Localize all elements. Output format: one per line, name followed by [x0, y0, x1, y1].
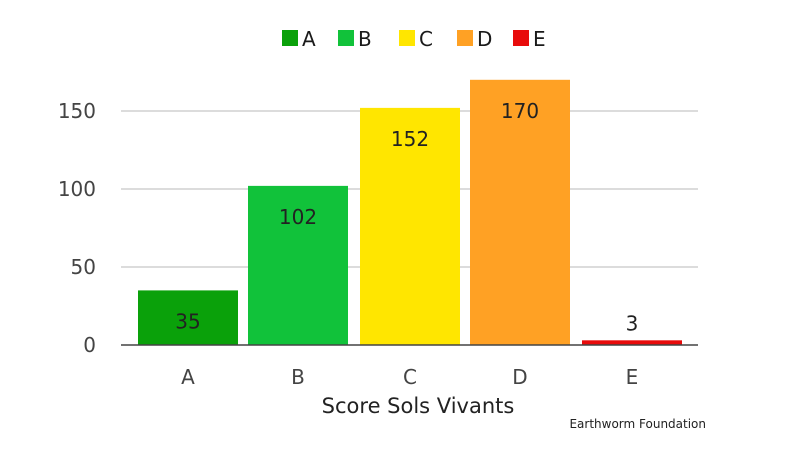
source-label: Earthworm Foundation [569, 417, 706, 431]
legend-swatch-c [399, 30, 415, 46]
legend-label-c: C [419, 27, 433, 51]
legend-label-d: D [477, 27, 492, 51]
bar-a [138, 290, 238, 345]
bar-b [248, 185, 348, 345]
legend-swatch-e [513, 30, 529, 46]
x-tick-label: D [512, 365, 527, 389]
value-label-a: 35 [175, 309, 200, 333]
value-labels: 35 102 152 170 3 [175, 99, 638, 336]
value-label-e: 3 [626, 311, 639, 335]
legend-label-b: B [358, 27, 372, 51]
value-label-d: 170 [501, 99, 539, 123]
value-label-b: 102 [279, 205, 317, 229]
bar-d [470, 79, 570, 346]
bar-e [582, 340, 682, 345]
x-axis-ticks: A B C D E [181, 365, 638, 389]
y-axis-ticks: 0 50 100 150 [58, 99, 96, 357]
value-label-c: 152 [391, 127, 429, 151]
x-tick-label: B [291, 365, 305, 389]
legend-label-a: A [302, 27, 316, 51]
bars [138, 79, 682, 346]
y-tick-label: 100 [58, 177, 96, 201]
legend-swatch-a [282, 30, 298, 46]
x-axis-title: Score Sols Vivants [322, 394, 515, 418]
x-tick-label: A [181, 365, 195, 389]
bar-c [360, 107, 460, 345]
y-tick-label: 0 [83, 333, 96, 357]
legend-swatch-b [338, 30, 354, 46]
y-tick-label: 150 [58, 99, 96, 123]
legend-swatch-d [457, 30, 473, 46]
legend: A B C D E [282, 27, 546, 51]
x-tick-label: C [403, 365, 417, 389]
y-tick-label: 50 [71, 255, 96, 279]
x-tick-label: E [626, 365, 639, 389]
legend-label-e: E [533, 27, 546, 51]
